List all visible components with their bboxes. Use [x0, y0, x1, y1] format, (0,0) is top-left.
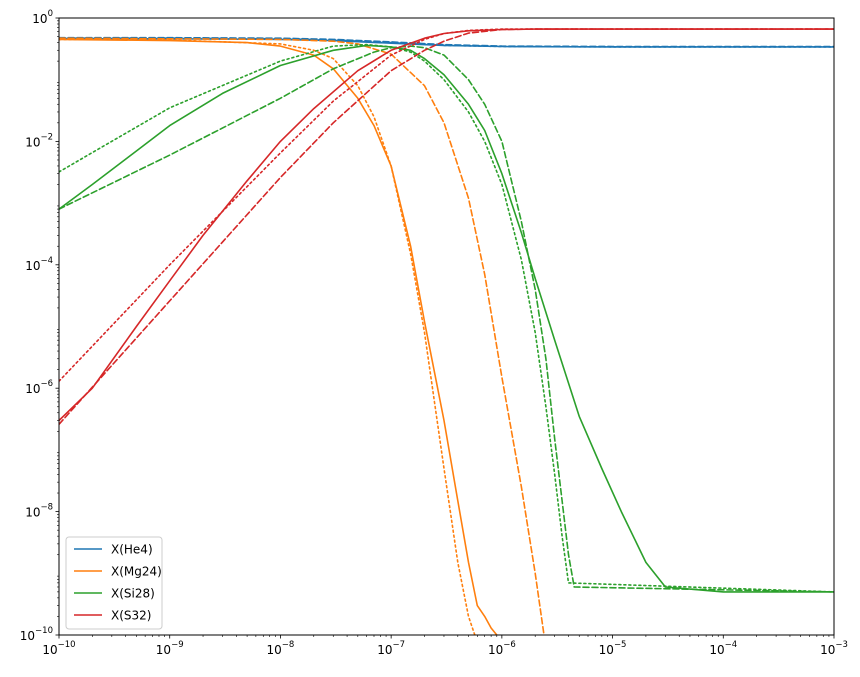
legend-box [65, 536, 163, 630]
tick-layer: 10−10 10−9 10−8 10−7 10−6 10−5 10−4 10−3 10−10 10… [20, 9, 848, 657]
legend-label-0: X(He4) [111, 543, 153, 557]
legend-label-3: X(S32) [111, 609, 151, 623]
x-tick-label-4: 10−6 [488, 640, 516, 657]
series-line-6 [59, 44, 834, 593]
x-tick-label-1: 10−9 [156, 640, 184, 657]
y-tick-label-2: 10−6 [25, 379, 53, 396]
x-tick-label-7: 10−3 [820, 640, 848, 657]
x-tick-label-6: 10−4 [709, 640, 737, 657]
y-tick-label-3: 10−4 [25, 256, 53, 273]
series-line-3 [59, 38, 498, 635]
series-line-8 [59, 43, 834, 593]
legend-label-2: X(Si28) [111, 587, 155, 601]
x-tick-label-0: 10−10 [42, 640, 75, 657]
series-line-7 [59, 45, 834, 593]
series-line-5 [59, 38, 476, 635]
series-layer [59, 28, 834, 635]
legend: X(He4) X(Mg24) X(Si28) X(S32) [65, 536, 163, 630]
series-line-4 [59, 37, 545, 635]
y-tick-label-1: 10−8 [25, 503, 53, 520]
x-tick-label-2: 10−8 [267, 640, 295, 657]
x-tick-label-3: 10−7 [377, 640, 405, 657]
legend-label-1: X(Mg24) [111, 565, 162, 579]
x-tick-label-5: 10−5 [599, 640, 627, 657]
series-line-11 [59, 28, 834, 383]
plot-frame [58, 17, 835, 636]
y-tick-label-4: 10−2 [25, 132, 53, 149]
y-tick-label-0: 10−10 [20, 626, 53, 643]
y-tick-label-5: 100 [32, 9, 53, 26]
